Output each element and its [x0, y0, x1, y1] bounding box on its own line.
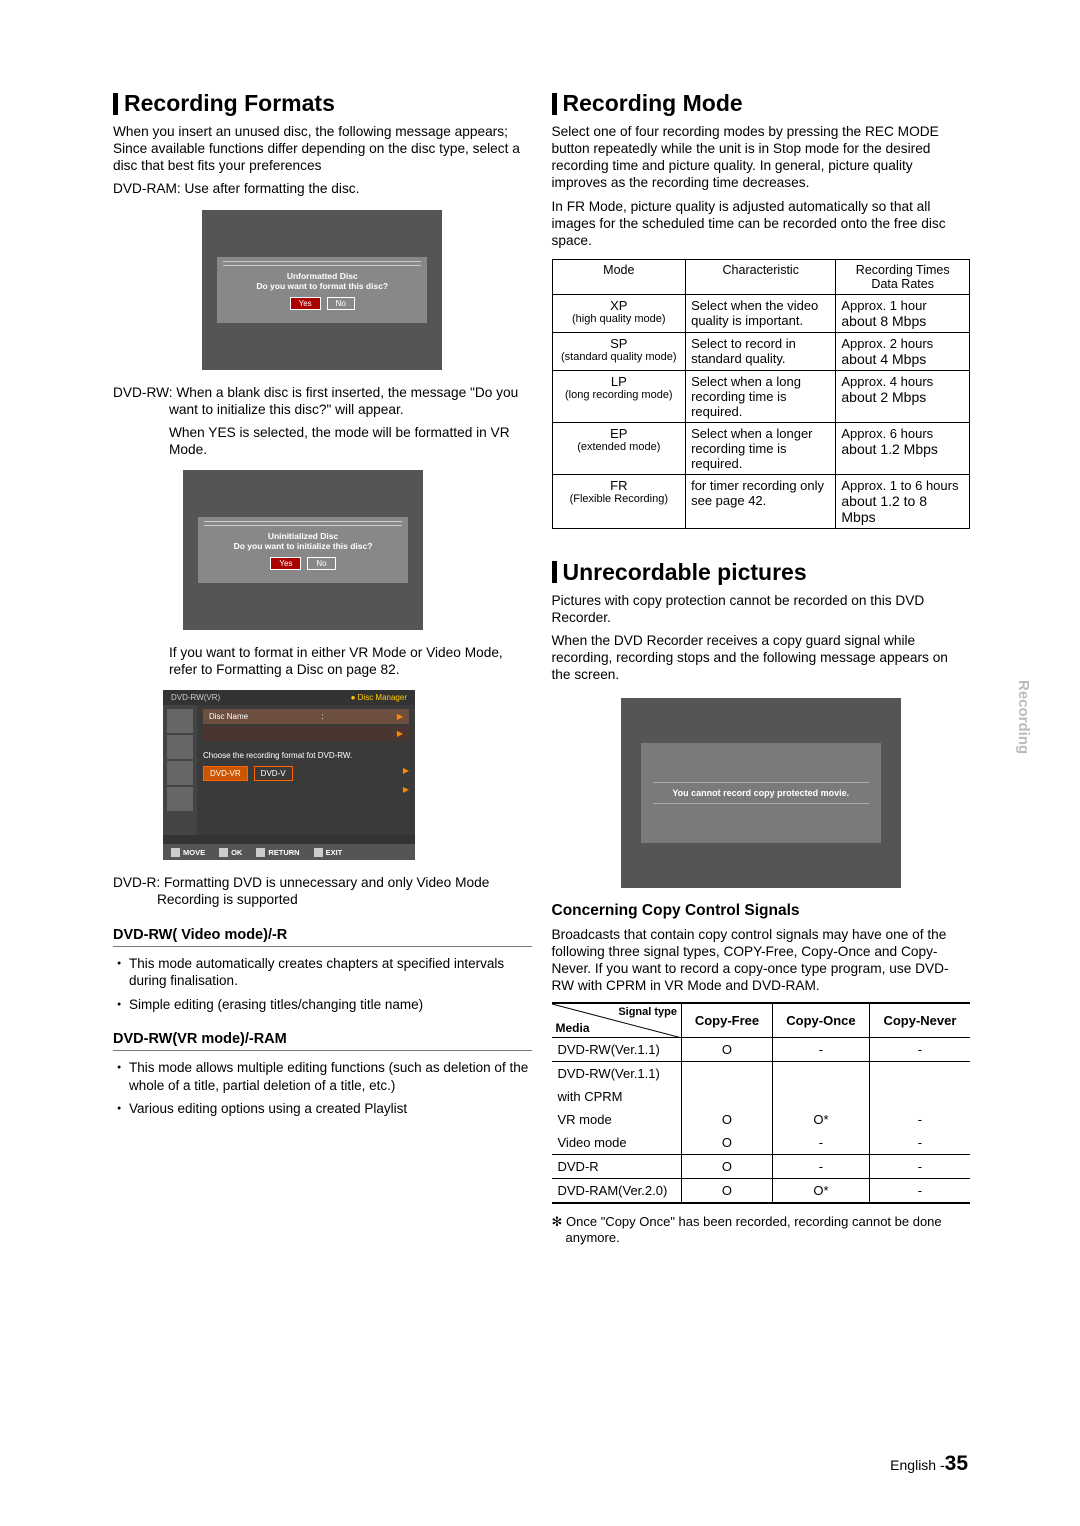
screen2-line2: Do you want to initialize this disc?: [198, 541, 408, 551]
table-row: Video modeO--: [552, 1131, 971, 1155]
th-char: Characteristic: [686, 259, 836, 294]
video-bullet-2: Simple editing (erasing titles/changing …: [115, 996, 532, 1014]
dm-row-discname: Disc Name:▶: [203, 709, 409, 724]
heading-recording-formats: Recording Formats: [113, 90, 532, 117]
modes-table: Mode Characteristic Recording Times Data…: [552, 259, 971, 529]
dm-opt-vr[interactable]: DVD-VR: [203, 766, 248, 781]
th-rt: Recording Times Data Rates: [836, 259, 970, 294]
screen2-yes-button[interactable]: Yes: [270, 557, 301, 570]
signals-table: Signal type Media Copy-Free Copy-Once Co…: [552, 1002, 971, 1204]
screen1-line2: Do you want to format this disc?: [217, 281, 427, 291]
footer: English -35: [890, 1452, 968, 1476]
screen1-yes-button[interactable]: Yes: [290, 297, 321, 310]
disc-manager-screen: DVD-RW(VR) ● Disc Manager Disc Name:▶ ▶ …: [163, 690, 415, 860]
dvdram-note: DVD-RAM: Use after formatting the disc.: [113, 180, 532, 197]
th-mode: Mode: [552, 259, 686, 294]
screen2-no-button[interactable]: No: [307, 557, 335, 570]
mode-intro: Select one of four recording modes by pr…: [552, 123, 971, 192]
side-tab: Recording: [1015, 680, 1032, 754]
signals-para: Broadcasts that contain copy control sig…: [552, 926, 971, 995]
table-row: FR(Flexible Recording)for timer recordin…: [552, 474, 970, 528]
screen1-line1: Unformatted Disc: [217, 271, 427, 281]
formats-intro: When you insert an unused disc, the foll…: [113, 123, 532, 174]
screen2-line1: Uninitialized Disc: [198, 531, 408, 541]
dm-key-ok: OK: [219, 848, 242, 857]
copy-protect-msg: You cannot record copy protected movie.: [653, 782, 869, 804]
diag-bot: Media: [556, 1021, 590, 1035]
unrec-p2: When the DVD Recorder receives a copy gu…: [552, 632, 971, 683]
footnote: ✻ Once "Copy Once" has been recorded, re…: [552, 1214, 971, 1245]
table-row: VR modeOO*-: [552, 1108, 971, 1131]
dm-msg: Choose the recording format fot DVD-RW.: [203, 751, 409, 760]
th-copynever: Copy-Never: [869, 1003, 970, 1037]
table-row: LP(long recording mode)Select when a lon…: [552, 370, 970, 422]
dm-topleft: DVD-RW(VR): [171, 693, 220, 702]
table-row: DVD-RW(Ver.1.1)O--: [552, 1037, 971, 1061]
screen-unformatted: Unformatted Disc Do you want to format t…: [202, 210, 442, 370]
dm-row-2: ▶: [203, 726, 409, 741]
dvdrw-intro: DVD-RW: When a blank disc is first inser…: [113, 384, 532, 418]
screen1-no-button[interactable]: No: [327, 297, 355, 310]
vr-video-note: If you want to format in either VR Mode …: [113, 644, 532, 678]
vr-bullet-1: This mode allows multiple editing functi…: [115, 1059, 532, 1094]
dm-icon-col: [163, 705, 197, 835]
copy-protect-screen: You cannot record copy protected movie.: [621, 698, 901, 888]
dm-key-move: MOVE: [171, 848, 205, 857]
heading-vr-mode: DVD-RW(VR mode)/-RAM: [113, 1031, 532, 1051]
diag-top: Signal type: [618, 1006, 677, 1018]
th-copyonce: Copy-Once: [772, 1003, 869, 1037]
vr-bullet-2: Various editing options using a created …: [115, 1100, 532, 1118]
heading-unrecordable: Unrecordable pictures: [552, 559, 971, 586]
table-row: EP(extended mode)Select when a longer re…: [552, 422, 970, 474]
dvdr-note: DVD-R: Formatting DVD is unnecessary and…: [113, 874, 532, 908]
th-copyfree: Copy-Free: [682, 1003, 773, 1037]
heading-video-mode: DVD-RW( Video mode)/-R: [113, 927, 532, 947]
video-bullet-1: This mode automatically creates chapters…: [115, 955, 532, 990]
dvdrw-yes: When YES is selected, the mode will be f…: [113, 424, 532, 458]
mode-fr: In FR Mode, picture quality is adjusted …: [552, 198, 971, 249]
table-row: DVD-RO--: [552, 1154, 971, 1178]
table-row: with CPRM: [552, 1085, 971, 1108]
table-row: SP(standard quality mode)Select to recor…: [552, 332, 970, 370]
heading-copy-signals: Concerning Copy Control Signals: [552, 902, 971, 920]
dm-opt-v[interactable]: DVD-V: [254, 766, 293, 781]
table-row: DVD-RAM(Ver.2.0)OO*-: [552, 1178, 971, 1203]
table-row: DVD-RW(Ver.1.1): [552, 1061, 971, 1085]
unrec-p1: Pictures with copy protection cannot be …: [552, 592, 971, 626]
dm-topright: ● Disc Manager: [351, 693, 407, 702]
heading-recording-mode: Recording Mode: [552, 90, 971, 117]
dm-key-exit: EXIT: [314, 848, 343, 857]
screen-uninitialized: Uninitialized Disc Do you want to initia…: [183, 470, 423, 630]
dm-key-return: RETURN: [256, 848, 299, 857]
table-row: XP(high quality mode)Select when the vid…: [552, 294, 970, 332]
